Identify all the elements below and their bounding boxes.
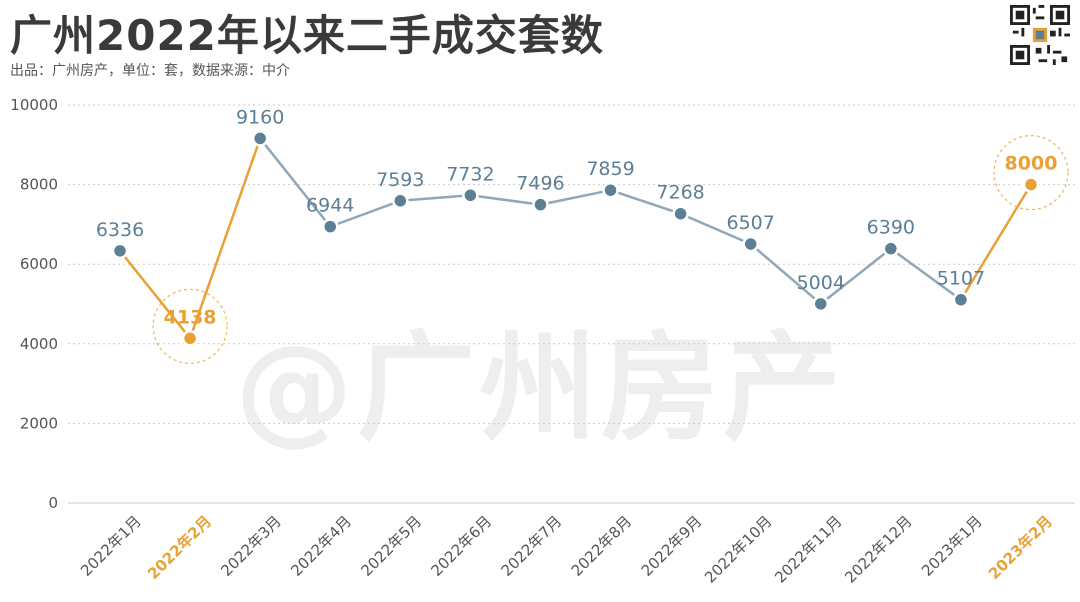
- series-line-segment: [959, 183, 1033, 301]
- highlight-ring: [993, 135, 1069, 211]
- chart-title: 广州2022年以来二手成交套数: [10, 11, 604, 60]
- data-point: [321, 218, 339, 235]
- data-label: 7859: [586, 158, 634, 180]
- data-label: 8000: [1005, 153, 1058, 175]
- data-point: [882, 240, 900, 257]
- highlight-ring: [152, 288, 228, 364]
- chart-subtitle: 出品：广州房产，单位：套，数据来源：中介: [10, 63, 290, 79]
- x-tick-label: 2022年10月: [701, 512, 775, 586]
- x-tick-label: 2022年5月: [357, 512, 425, 580]
- series-line-segment: [399, 194, 472, 203]
- data-label: 7732: [446, 163, 494, 185]
- data-point: [672, 205, 689, 222]
- y-tick-label: 4000: [20, 335, 58, 353]
- data-point: [602, 181, 619, 199]
- x-tick-label: 2022年2月: [144, 512, 215, 583]
- data-label: 6944: [306, 195, 354, 217]
- data-label: 6507: [727, 212, 775, 234]
- x-tick-label: 2022年7月: [498, 512, 566, 580]
- data-label: 9160: [236, 106, 284, 128]
- y-tick-label: 6000: [20, 255, 58, 273]
- data-point: [111, 242, 129, 260]
- series-line-segment: [819, 247, 893, 306]
- x-tick-label: 2022年1月: [77, 512, 145, 580]
- series-line-segment: [609, 188, 682, 215]
- x-tick-label: 2022年11月: [771, 512, 845, 586]
- data-label: 6336: [96, 219, 144, 241]
- data-point: [462, 187, 479, 204]
- x-tick-label: 2022年12月: [841, 512, 915, 586]
- data-point: [812, 295, 830, 313]
- series-line-segment: [328, 199, 402, 228]
- series-line-segment: [118, 249, 192, 340]
- y-tick-label: 10000: [10, 96, 58, 114]
- data-label: 7496: [516, 173, 564, 195]
- data-label: 4138: [164, 306, 217, 328]
- series-line-segment: [889, 247, 963, 301]
- data-label: 5107: [937, 268, 985, 290]
- x-tick-label: 2022年4月: [287, 512, 355, 580]
- data-point: [742, 235, 759, 253]
- x-tick-label: 2022年6月: [428, 512, 496, 580]
- series-line-segment: [469, 194, 542, 206]
- x-tick-label: 2023年1月: [918, 512, 986, 580]
- data-point: [392, 192, 409, 210]
- y-tick-label: 0: [48, 494, 58, 512]
- x-tick-label: 2022年3月: [217, 512, 285, 580]
- series-line-segment: [258, 137, 332, 228]
- series-line-segment: [679, 212, 752, 246]
- watermark-text: @广州房产: [235, 319, 846, 457]
- data-label: 7268: [656, 182, 704, 204]
- series-line-segment: [539, 188, 612, 206]
- data-point: [181, 330, 199, 347]
- series-line-segment: [188, 137, 262, 340]
- x-tick-label: 2022年8月: [568, 512, 636, 580]
- x-tick-label: 2023年2月: [985, 512, 1056, 583]
- data-label: 6390: [867, 217, 915, 239]
- y-tick-label: 2000: [20, 414, 58, 432]
- data-point: [251, 130, 269, 147]
- data-point: [1022, 176, 1040, 193]
- data-point: [952, 291, 970, 308]
- qr-code-icon: [1010, 5, 1070, 65]
- y-tick-label: 8000: [20, 176, 58, 194]
- data-label: 5004: [797, 272, 845, 294]
- x-tick-label: 2022年9月: [638, 512, 706, 580]
- data-point: [532, 196, 549, 213]
- series-line-segment: [749, 242, 823, 306]
- data-label: 7593: [376, 169, 424, 191]
